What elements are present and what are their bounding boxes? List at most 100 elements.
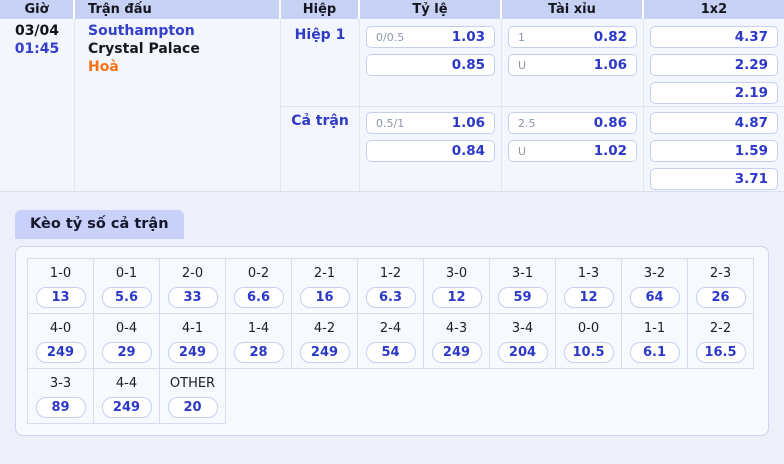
odds-value: 0.82 (593, 29, 627, 45)
score-label: 0-1 (115, 266, 138, 281)
score-odds-button[interactable]: 28 (233, 342, 284, 363)
score-odds-button[interactable]: 6.6 (233, 287, 284, 308)
handicap-h1-away-button[interactable]: 0.85 (366, 54, 495, 76)
score-odds-button[interactable]: 13 (35, 287, 86, 308)
odds-value: 1.59 (734, 143, 768, 159)
score-label: OTHER (169, 376, 216, 391)
match-odds-table: Giờ Trận đấu Hiệp Tỷ lệ Tài xỉu 1x2 03/0… (0, 0, 784, 192)
score-row: 1-0 13 0-1 5.6 2-0 33 0-2 6.6 2-1 16 1-2 6.3 3… (28, 259, 754, 314)
odds-value: 0.86 (593, 115, 627, 131)
score-odds-button[interactable]: 33 (167, 287, 218, 308)
1x2-column: 4.37 2.29 2.19 4.87 1.59 3.71 (644, 19, 784, 191)
score-odds-button[interactable]: 26 (695, 287, 746, 308)
total-line-label: 1 (518, 30, 525, 44)
1x2-ft-draw-button[interactable]: 1.59 (650, 140, 778, 162)
score-cell: 4-1 249 (160, 314, 226, 369)
over-h1-button[interactable]: 1 0.82 (508, 26, 637, 48)
under-ft-button[interactable]: U 1.02 (508, 140, 637, 162)
score-label: 1-1 (643, 321, 666, 336)
score-cell: 1-0 13 (28, 259, 94, 314)
1x2-ft-away-button[interactable]: 3.71 (650, 168, 778, 190)
header-half: Hiệp (281, 0, 360, 19)
score-cell: 2-0 33 (160, 259, 226, 314)
score-label: 3-1 (511, 266, 534, 281)
total-line-label: 2.5 (518, 116, 536, 130)
score-odds-button[interactable]: 6.1 (629, 342, 680, 363)
1x2-h1-away-button[interactable]: 2.19 (650, 82, 778, 104)
total-line-label: U (518, 58, 527, 72)
score-odds-button[interactable]: 16.5 (695, 342, 746, 363)
score-label: 2-2 (709, 321, 732, 336)
odds-table-header: Giờ Trận đấu Hiệp Tỷ lệ Tài xỉu 1x2 (0, 0, 784, 19)
score-odds-button[interactable]: 204 (497, 342, 548, 363)
score-odds-button[interactable]: 249 (167, 342, 218, 363)
score-cell: 3-0 12 (424, 259, 490, 314)
odds-value: 2.29 (734, 57, 768, 73)
prediction-label: Hoà (88, 59, 119, 75)
score-cell: 2-2 16.5 (688, 314, 754, 369)
score-odds-button[interactable]: 54 (365, 342, 416, 363)
handicap-line-label: 0.5/1 (376, 116, 405, 130)
1x2-h1-draw-button[interactable]: 2.29 (650, 54, 778, 76)
correct-score-card: 1-0 13 0-1 5.6 2-0 33 0-2 6.6 2-1 16 1-2 6.3 3… (15, 246, 769, 436)
match-teams-cell: Southampton Crystal Palace Hoà (75, 19, 281, 191)
handicap-ft-away-button[interactable]: 0.84 (366, 140, 495, 162)
score-cell: 1-4 28 (226, 314, 292, 369)
score-label: 4-1 (181, 321, 204, 336)
score-cell: 3-2 64 (622, 259, 688, 314)
score-odds-button[interactable]: 10.5 (563, 342, 614, 363)
score-cell: 4-2 249 (292, 314, 358, 369)
score-odds-button[interactable]: 6.3 (365, 287, 416, 308)
score-cell: 2-4 54 (358, 314, 424, 369)
score-cell: OTHER 20 (160, 369, 226, 424)
odds-value: 1.06 (451, 115, 485, 131)
score-label: 1-3 (577, 266, 600, 281)
score-label: 0-2 (247, 266, 270, 281)
score-cell: 3-4 204 (490, 314, 556, 369)
over-ft-button[interactable]: 2.5 0.86 (508, 112, 637, 134)
handicap-line-label: 0/0.5 (376, 30, 405, 44)
score-odds-button[interactable]: 249 (101, 397, 152, 418)
1x2-h1-home-button[interactable]: 4.37 (650, 26, 778, 48)
odds-value: 4.37 (734, 29, 768, 45)
score-cell: 0-0 10.5 (556, 314, 622, 369)
score-row: 3-3 89 4-4 249 OTHER 20 (28, 369, 754, 424)
score-odds-button[interactable]: 249 (431, 342, 482, 363)
score-grid: 1-0 13 0-1 5.6 2-0 33 0-2 6.6 2-1 16 1-2 6.3 3… (27, 258, 754, 424)
score-odds-button[interactable]: 29 (101, 342, 152, 363)
score-odds-button[interactable]: 249 (35, 342, 86, 363)
handicap-h1-home-button[interactable]: 0/0.5 1.03 (366, 26, 495, 48)
score-cell: 3-3 89 (28, 369, 94, 424)
score-label: 2-3 (709, 266, 732, 281)
score-odds-button[interactable]: 20 (167, 397, 218, 418)
score-odds-button[interactable]: 249 (299, 342, 350, 363)
score-label: 1-4 (247, 321, 270, 336)
score-cell: 1-3 12 (556, 259, 622, 314)
score-label: 0-0 (577, 321, 600, 336)
score-label: 4-3 (445, 321, 468, 336)
score-odds-button[interactable]: 12 (563, 287, 614, 308)
handicap-column: 0/0.5 1.03 0.85 0.5/1 1.06 0.84 (360, 19, 502, 191)
half-1-label: Hiệp 1 (294, 27, 346, 43)
score-label: 2-0 (181, 266, 204, 281)
score-label: 4-0 (49, 321, 72, 336)
odds-value: 1.03 (451, 29, 485, 45)
under-h1-button[interactable]: U 1.06 (508, 54, 637, 76)
half-column: Hiệp 1 Cả trận (281, 19, 360, 191)
odds-value: 3.71 (734, 171, 768, 187)
home-team-link[interactable]: Southampton (88, 23, 195, 39)
odds-value: 4.87 (734, 115, 768, 131)
header-match: Trận đấu (75, 0, 281, 19)
1x2-ft-home-button[interactable]: 4.87 (650, 112, 778, 134)
handicap-ft-home-button[interactable]: 0.5/1 1.06 (366, 112, 495, 134)
score-odds-button[interactable]: 59 (497, 287, 548, 308)
tab-correct-score[interactable]: Kèo tỷ số cả trận (15, 210, 184, 239)
score-row: 4-0 249 0-4 29 4-1 249 1-4 28 4-2 249 2-4 54 4… (28, 314, 754, 369)
score-odds-button[interactable]: 16 (299, 287, 350, 308)
score-odds-button[interactable]: 12 (431, 287, 482, 308)
score-cell: 1-1 6.1 (622, 314, 688, 369)
score-odds-button[interactable]: 64 (629, 287, 680, 308)
score-odds-button[interactable]: 89 (35, 397, 86, 418)
score-label: 3-3 (49, 376, 72, 391)
score-odds-button[interactable]: 5.6 (101, 287, 152, 308)
